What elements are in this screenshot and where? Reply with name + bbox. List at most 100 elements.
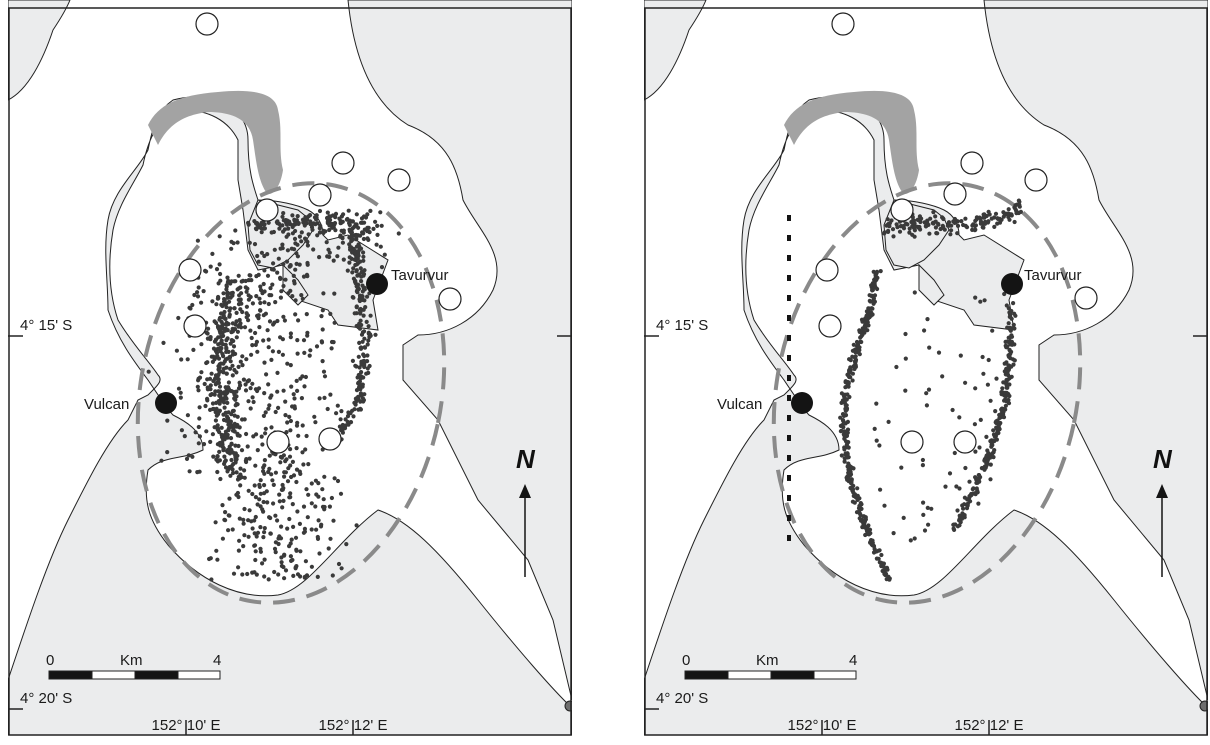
earthquake-dot [396, 231, 401, 236]
earthquake-dot [317, 255, 322, 260]
earthquake-dot [851, 490, 856, 495]
earthquake-dot [903, 356, 908, 361]
earthquake-dot [907, 226, 912, 231]
earthquake-dot [199, 300, 204, 305]
earthquake-dot [302, 384, 307, 389]
earthquake-dot [266, 301, 271, 307]
earthquake-dot [196, 441, 201, 446]
earthquake-dot [365, 359, 370, 364]
earthquake-dot [208, 264, 213, 269]
north-label: N [1153, 444, 1173, 474]
earthquake-dot [223, 509, 228, 515]
earthquake-dot [356, 354, 361, 359]
earthquake-dot [209, 371, 214, 376]
earthquake-dot [278, 295, 283, 300]
earthquake-dot [379, 265, 385, 270]
earthquake-dot [238, 321, 243, 326]
earthquake-dot [301, 274, 307, 279]
earthquake-dot [224, 287, 229, 292]
earthquake-dot [962, 502, 967, 507]
earthquake-dot [247, 508, 252, 513]
earthquake-dot [219, 425, 224, 430]
earthquake-dot [973, 223, 978, 228]
earthquake-dot [1012, 205, 1017, 210]
earthquake-dot [999, 390, 1004, 395]
earthquake-dot [318, 223, 323, 228]
earthquake-dot [259, 434, 264, 439]
earthquake-dot [356, 249, 361, 254]
earthquake-dot [857, 348, 862, 353]
earthquake-dot [285, 361, 290, 366]
earthquake-dot [859, 317, 865, 322]
earthquake-dot [301, 504, 307, 509]
earthquake-dot [221, 315, 226, 320]
earthquake-dot [216, 325, 221, 330]
land-mass [347, 0, 572, 701]
earthquake-dot [838, 415, 843, 420]
earthquake-dot [371, 226, 376, 231]
earthquake-dot [233, 443, 238, 448]
earthquake-dot [186, 453, 191, 458]
earthquake-dot [208, 383, 213, 388]
earthquake-dot [222, 454, 227, 459]
earthquake-dot [338, 233, 343, 238]
earthquake-dot [328, 536, 333, 541]
earthquake-dot [332, 476, 337, 481]
earthquake-dot [1011, 301, 1016, 306]
earthquake-dot [232, 413, 237, 418]
earthquake-dot [205, 360, 210, 365]
earthquake-dot [857, 516, 862, 521]
earthquake-dot [859, 334, 864, 339]
earthquake-dot [263, 426, 268, 431]
earthquake-dot [217, 262, 222, 267]
earthquake-dot [295, 242, 300, 247]
earthquake-dot [289, 384, 294, 389]
earthquake-dot [1001, 415, 1007, 420]
earthquake-dot [255, 448, 260, 453]
earthquake-dot [364, 319, 369, 324]
earthquake-dot [356, 385, 362, 390]
earthquake-dot [214, 350, 220, 355]
earthquake-dot [288, 363, 293, 368]
earthquake-dot [337, 216, 342, 221]
earthquake-dot [310, 227, 315, 232]
earthquake-dot [304, 216, 309, 221]
earthquake-dot [891, 531, 896, 536]
earthquake-dot [275, 370, 280, 375]
earthquake-dot [230, 363, 235, 368]
earthquake-dot [982, 215, 987, 220]
earthquake-dot [213, 418, 218, 423]
earthquake-dot [871, 550, 877, 555]
earthquake-dot [216, 389, 221, 394]
earthquake-dot [280, 214, 285, 219]
earthquake-dot [262, 253, 267, 259]
earthquake-dot [287, 414, 292, 419]
earthquake-dot [240, 417, 245, 422]
earthquake-dot [176, 315, 181, 321]
earthquake-dot [246, 318, 251, 323]
lon-label-east: 152° 12' E [319, 717, 388, 734]
earthquake-dot [282, 227, 287, 232]
earthquake-dot [304, 221, 309, 226]
earthquake-dot [293, 267, 298, 272]
earthquake-dot [853, 350, 858, 355]
earthquake-dot [262, 491, 267, 496]
earthquake-dot [229, 448, 234, 453]
earthquake-dot [1016, 198, 1021, 203]
earthquake-dot [861, 514, 866, 519]
earthquake-dot [313, 420, 318, 425]
seismic-station [266, 430, 290, 454]
earthquake-dot [282, 470, 287, 475]
volcano-vulcan-marker [791, 392, 813, 414]
earthquake-dot [846, 373, 851, 378]
earthquake-dot [982, 467, 987, 472]
earthquake-dot [967, 479, 972, 484]
earthquake-dot [231, 470, 236, 476]
earthquake-dot [249, 352, 254, 357]
seismic-station [815, 258, 839, 282]
scale-segment-white [91, 670, 136, 680]
scale-label-start: 0 [682, 652, 690, 669]
earthquake-dot [322, 474, 327, 479]
earthquake-dot [874, 401, 879, 406]
earthquake-dot [234, 335, 239, 340]
